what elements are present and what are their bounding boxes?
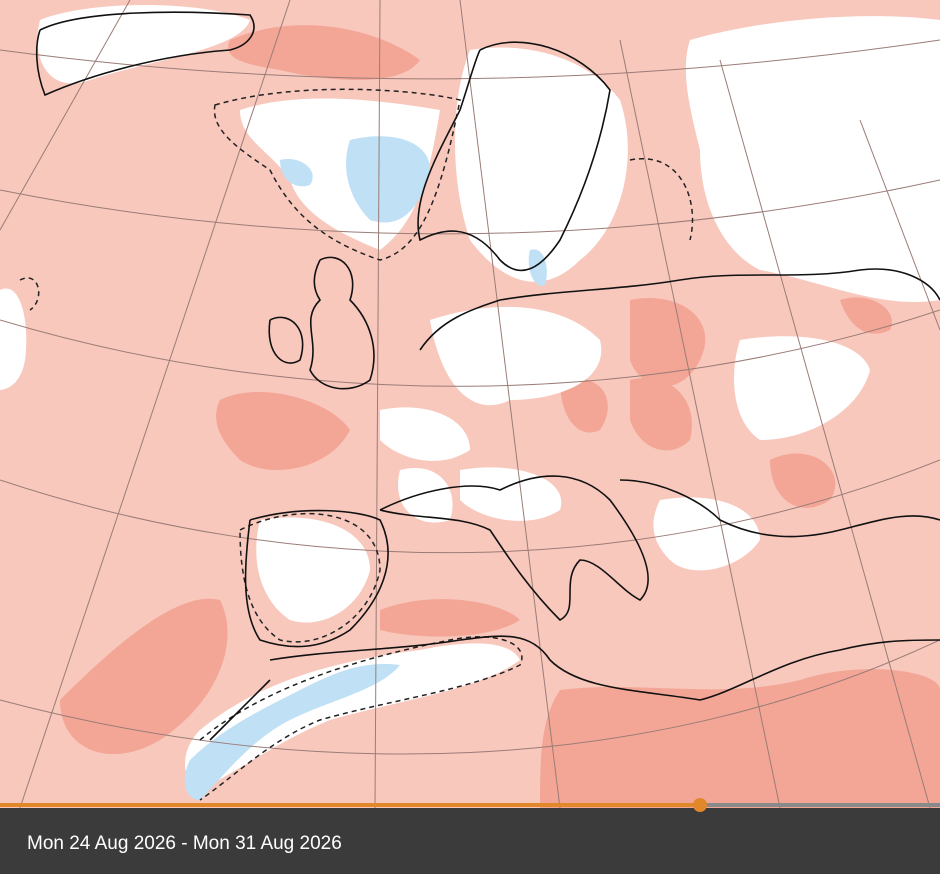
slider-handle[interactable] bbox=[693, 798, 707, 812]
warm-anomaly-areas bbox=[60, 25, 940, 808]
coastlines bbox=[35, 11, 940, 741]
graticule bbox=[0, 0, 940, 808]
slider-progress bbox=[0, 803, 700, 807]
anomaly-map bbox=[0, 0, 940, 808]
playback-slider[interactable] bbox=[0, 797, 940, 813]
cool-anomaly-areas bbox=[184, 136, 547, 800]
anomaly-contours bbox=[19, 88, 694, 801]
date-range-caption: Mon 24 Aug 2026 - Mon 31 Aug 2026 bbox=[27, 833, 342, 854]
